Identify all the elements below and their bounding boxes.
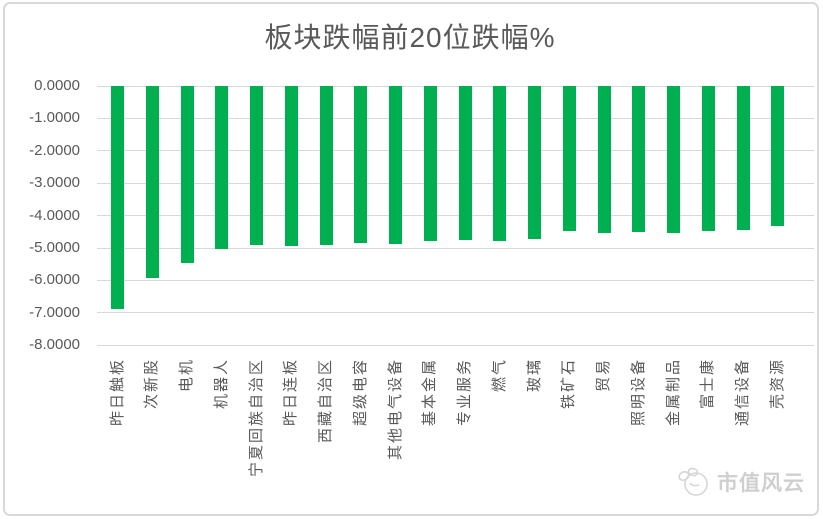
- bar: [354, 86, 368, 244]
- x-category-label: 西藏自治区: [317, 358, 335, 444]
- x-category-label: 玻璃: [525, 358, 543, 393]
- watermark-text: 市值风云: [717, 472, 805, 495]
- bar: [493, 86, 507, 241]
- bar: [701, 86, 715, 232]
- y-tick-label: 0.0000: [34, 77, 80, 94]
- x-category-label: 超级电容: [351, 358, 369, 427]
- bar: [667, 86, 681, 234]
- x-category-label: 机器人: [212, 358, 230, 410]
- bar: [562, 86, 576, 232]
- y-tick-label: -5.0000: [29, 239, 80, 256]
- gridline: [97, 247, 814, 249]
- bar: [632, 86, 646, 233]
- gridline: [97, 85, 814, 87]
- watermark-logo-icon: [678, 467, 708, 496]
- x-category-label: 电机: [178, 358, 196, 393]
- bar: [319, 86, 333, 246]
- bar: [736, 86, 750, 230]
- x-category-label: 专业服务: [456, 358, 474, 427]
- bar: [771, 86, 785, 227]
- y-tick-label: -3.0000: [29, 174, 80, 192]
- gridline: [97, 279, 814, 281]
- bar: [180, 86, 194, 263]
- y-tick-label: -6.0000: [29, 271, 80, 289]
- x-category-label: 贸易: [595, 358, 613, 393]
- bar: [597, 86, 611, 234]
- bar: [111, 86, 124, 309]
- watermark: 市值风云: [676, 466, 805, 498]
- bar: [528, 86, 542, 240]
- y-tick-label: -1.0000: [29, 109, 80, 127]
- y-tick-label: -8.0000: [29, 336, 80, 354]
- x-category-label: 昨日连板: [282, 358, 300, 427]
- bar: [458, 86, 472, 240]
- x-category-label: 宁夏回族自治区: [247, 358, 265, 478]
- chart-border-frame: [3, 2, 819, 516]
- gridline: [97, 117, 814, 119]
- x-category-label: 昨日触板: [108, 358, 126, 427]
- x-category-label: 燃气: [490, 358, 508, 393]
- x-category-label: 照明设备: [629, 358, 647, 427]
- x-category-label: 基本金属: [421, 358, 439, 427]
- gridline: [97, 215, 814, 217]
- gridline: [97, 344, 814, 346]
- y-tick-label: -4.0000: [29, 206, 80, 224]
- chart-title: 板块跌幅前20位跌幅%: [264, 22, 556, 53]
- y-tick-label: -2.0000: [29, 141, 80, 159]
- bar: [284, 86, 298, 246]
- y-tick-label: -7.0000: [29, 303, 80, 321]
- bar: [145, 86, 159, 279]
- bar: [215, 86, 229, 249]
- x-category-label: 其他电气设备: [386, 358, 404, 461]
- x-category-label: 铁矿石: [560, 358, 578, 410]
- bar: [250, 86, 264, 245]
- gridline: [97, 150, 814, 152]
- gridline: [97, 312, 814, 314]
- bar: [423, 86, 437, 242]
- gridline: [97, 182, 814, 184]
- x-category-label: 次新股: [143, 358, 161, 410]
- bar: [389, 86, 403, 245]
